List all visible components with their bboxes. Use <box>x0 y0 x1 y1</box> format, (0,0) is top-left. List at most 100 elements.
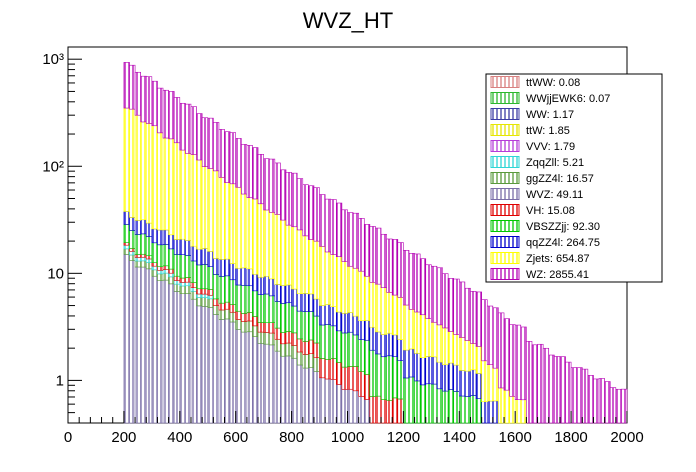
bar-qqzz4l-780 <box>285 284 292 304</box>
bar-wz-380 <box>173 97 181 144</box>
bar-vh-1020 <box>352 366 359 392</box>
bar-zjets-420 <box>185 153 192 241</box>
bar-wz-1340 <box>442 273 449 329</box>
bar-wz-1940 <box>609 387 617 424</box>
bar-vbszzjj-300 <box>151 242 158 263</box>
bar-vbszzjj-640 <box>246 285 253 313</box>
bar-ggzz4l-820 <box>296 351 304 366</box>
bar-vbszzjj-980 <box>341 332 348 368</box>
bar-wvz-700 <box>263 343 270 424</box>
bar-ggzz4l-460 <box>196 297 203 307</box>
bar-vh-520 <box>213 298 220 306</box>
legend-swatch-zqqzll <box>490 156 520 168</box>
bar-wz-200 <box>123 62 130 109</box>
bar-wz-620 <box>240 144 248 195</box>
legend-entry: ttW: 1.85 <box>526 125 570 137</box>
bar-wvz-440 <box>190 298 197 424</box>
y-tick-label: 10 <box>47 265 64 282</box>
bar-wvz-360 <box>168 283 175 424</box>
bar-qqzz4l-1080 <box>369 326 376 351</box>
bar-vbszzjj-860 <box>308 311 315 341</box>
bar-vbszzjj-840 <box>302 311 309 342</box>
bar-vh-820 <box>296 338 304 353</box>
bar-ggzz4l-580 <box>229 311 237 323</box>
bar-ggzz4l-720 <box>268 332 276 346</box>
bar-vbszzjj-1420 <box>464 396 471 424</box>
x-tick-label: 1400 <box>443 429 476 446</box>
bar-qqzz4l-1020 <box>352 315 359 336</box>
bar-wvz-1040 <box>358 396 365 424</box>
bar-qqzz4l-1240 <box>414 352 421 382</box>
bar-wz-1140 <box>386 238 393 293</box>
bar-wz-440 <box>190 106 197 155</box>
bar-zjets-1320 <box>436 324 443 363</box>
bar-qqzz4l-1040 <box>358 320 365 340</box>
x-tick-label: 1000 <box>331 429 364 446</box>
legend-swatch-ww <box>490 108 520 120</box>
bar-zjets-900 <box>319 246 326 306</box>
bar-wz-1860 <box>587 375 594 424</box>
bar-zjets-1520 <box>492 367 499 402</box>
bar-zjets-580 <box>229 183 237 264</box>
bar-wz-420 <box>185 103 192 154</box>
bar-vh-1180 <box>397 398 404 424</box>
legend-entry: WWjjEWK6: 0.07 <box>526 93 610 105</box>
bar-zjets-1500 <box>486 364 494 402</box>
bar-wvz-1000 <box>347 388 354 424</box>
bar-qqzz4l-1120 <box>380 334 387 358</box>
legend-swatch-vvv <box>490 140 520 152</box>
bar-wz-840 <box>302 184 309 237</box>
bar-ggzz4l-600 <box>235 319 242 330</box>
bar-ggzz4l-780 <box>285 342 292 357</box>
bar-vbszzjj-1000 <box>347 331 354 367</box>
bar-zjets-1080 <box>369 282 376 328</box>
bar-wz-960 <box>336 202 343 258</box>
bar-vh-840 <box>302 341 309 355</box>
bar-vbszzjj-1340 <box>442 390 449 424</box>
legend-swatch-wwjjewk6 <box>490 92 520 104</box>
bar-vh-940 <box>330 358 337 380</box>
bar-vh-800 <box>291 332 298 346</box>
bar-zjets-1420 <box>464 340 471 372</box>
bar-zjets-620 <box>240 193 248 269</box>
bar-vbszzjj-260 <box>140 233 147 255</box>
bar-qqzz4l-1320 <box>436 361 443 390</box>
stacked-histogram <box>123 62 628 424</box>
bar-vbszzjj-940 <box>330 325 337 359</box>
legend-entry: Zjets: 654.87 <box>526 253 590 265</box>
y-tick-label: 1 <box>56 372 64 389</box>
bar-wz-1460 <box>475 291 482 347</box>
bar-wz-1040 <box>358 218 365 272</box>
bar-wz-980 <box>341 209 348 262</box>
bar-zqqzll-440 <box>190 287 197 292</box>
bar-wz-1680 <box>537 343 544 424</box>
bar-ggzz4l-620 <box>240 321 248 333</box>
bar-ggzz4l-660 <box>252 325 259 337</box>
bar-qqzz4l-1340 <box>442 364 449 392</box>
bar-vh-1140 <box>386 399 393 424</box>
bar-vbszzjj-380 <box>173 254 181 277</box>
legend-entry: WVZ: 49.11 <box>526 189 583 201</box>
bar-vbszzjj-820 <box>296 310 304 340</box>
bar-zjets-220 <box>129 108 136 218</box>
bar-vh-340 <box>162 265 169 270</box>
bar-zjets-1160 <box>391 294 399 336</box>
bar-zjets-320 <box>157 132 164 231</box>
bar-zjets-560 <box>224 182 231 260</box>
bar-wvz-380 <box>173 291 181 424</box>
legend-swatch-ttw <box>490 124 520 136</box>
bar-qqzz4l-360 <box>168 234 175 250</box>
bar-vbszzjj-1220 <box>408 376 415 424</box>
bar-qqzz4l-560 <box>224 258 231 277</box>
bar-vh-600 <box>235 310 242 320</box>
bar-vh-560 <box>224 301 231 310</box>
bar-wz-680 <box>257 154 264 205</box>
bar-vbszzjj-1020 <box>352 334 359 367</box>
bar-qqzz4l-1460 <box>475 373 482 399</box>
bar-ggzz4l-700 <box>263 332 270 345</box>
bar-vbszzjj-1380 <box>453 391 460 424</box>
bar-zjets-760 <box>280 219 287 286</box>
bar-ggzz4l-560 <box>224 308 231 320</box>
bar-vbszzjj-1240 <box>414 380 421 424</box>
bar-zjets-1380 <box>453 334 460 366</box>
